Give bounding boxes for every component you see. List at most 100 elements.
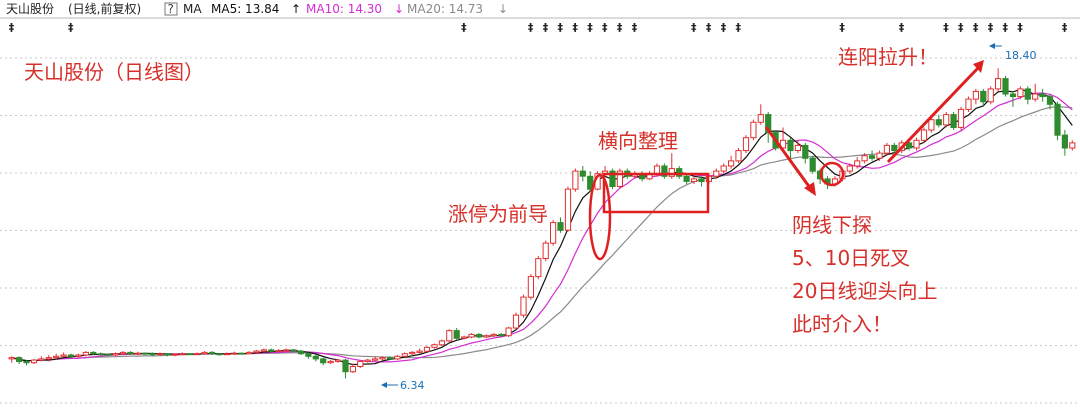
candle (935, 114, 942, 128)
event-marker-icon: ‡ (602, 21, 608, 34)
candle (512, 312, 520, 330)
candle (965, 96, 972, 112)
candle (238, 352, 245, 355)
candle (253, 349, 260, 354)
candle (75, 353, 82, 358)
candle (1046, 94, 1054, 110)
event-marker-icon: ‡ (632, 21, 638, 34)
drop-arrow-head-icon (804, 182, 816, 196)
limit-up-label: 涨停为前导 (448, 202, 548, 226)
candle (305, 352, 312, 359)
candle (891, 142, 898, 154)
event-marker-icon: ‡ (461, 21, 467, 34)
chart-title: 天山股份（日线图） (24, 60, 204, 84)
candle-body (290, 349, 297, 352)
candle-body (334, 359, 342, 362)
help-box[interactable] (164, 2, 178, 16)
ma10-arrow-icon: ↓ (394, 2, 404, 16)
candle (179, 352, 186, 356)
annotation-overlay: 天山股份（日线图） 涨停为前导 横向整理 连阳拉升！ 阴线下探 5、10日死叉 … (24, 43, 1037, 392)
candle (802, 142, 809, 164)
event-marker-icon: ‡ (706, 21, 712, 34)
candle (995, 68, 1002, 92)
candle-body (579, 170, 586, 177)
high-pointer-icon (989, 43, 995, 49)
candle-body (53, 355, 60, 359)
rally-label: 连阳拉升！ (838, 45, 938, 69)
candle-body (194, 353, 201, 356)
candle-body (735, 150, 742, 162)
candle (446, 329, 453, 343)
candle-body (245, 351, 253, 355)
candle-body (661, 165, 668, 177)
candle (156, 352, 164, 356)
candle (372, 356, 379, 362)
candle (268, 348, 275, 353)
candle-body (668, 168, 675, 177)
candle-body (238, 352, 245, 355)
candle (557, 217, 564, 233)
event-marker-icon: ‡ (1003, 21, 1009, 34)
candle-body (320, 358, 327, 364)
candle-body (23, 360, 30, 364)
candle-body (861, 155, 868, 162)
candle (8, 356, 15, 363)
candle (1024, 86, 1031, 105)
candle (943, 112, 950, 128)
candle-body (928, 119, 935, 131)
candle-body (683, 175, 690, 182)
candle-body (676, 168, 683, 177)
candle (334, 358, 342, 363)
candle-body (1046, 96, 1054, 105)
candle (646, 171, 653, 181)
candle-body (438, 340, 445, 346)
candle (97, 352, 104, 357)
event-marker-icon: ‡ (943, 21, 949, 34)
event-marker-icon: ‡ (1017, 21, 1023, 34)
event-marker-icon: ‡ (543, 21, 549, 34)
event-marker-icon: ‡ (839, 21, 845, 34)
candle (112, 352, 119, 357)
candle (30, 358, 38, 364)
candle (972, 88, 979, 105)
indicator-name[interactable]: MA (183, 2, 202, 16)
candle-body (564, 188, 572, 231)
candle-body (253, 350, 260, 353)
candle-body (728, 160, 735, 167)
candle (587, 171, 594, 192)
candle-body (364, 359, 371, 362)
chart-mode: (日线,前复权) (68, 1, 141, 16)
candle-body (16, 357, 23, 363)
candle-body (980, 90, 987, 103)
candle (527, 274, 534, 300)
candle-body (854, 160, 861, 167)
candle-body (45, 357, 52, 360)
candle-body (223, 353, 230, 356)
candle (498, 333, 505, 337)
candle-body (943, 114, 950, 126)
header-bar (0, 0, 1080, 18)
candle-body (423, 346, 431, 352)
event-marker-icon: ‡ (973, 21, 979, 34)
candle (876, 150, 883, 161)
ma20-rising-label: 20日线迎头向上 (792, 279, 937, 303)
candle-body (231, 352, 238, 355)
event-marker-icon: ‡ (721, 21, 727, 34)
candle (149, 352, 156, 357)
candle (379, 356, 386, 361)
candle (357, 360, 364, 368)
candle-body (794, 144, 801, 151)
event-marker-icon: ‡ (558, 21, 564, 34)
low-pointer-icon (381, 382, 387, 388)
candle-body (690, 178, 698, 182)
event-marker-icon: ‡ (68, 21, 74, 34)
candle-body (520, 296, 527, 316)
candle-body (119, 351, 127, 355)
candle (735, 148, 742, 164)
candle-body (868, 155, 876, 159)
candle (320, 357, 327, 366)
candle (119, 351, 127, 355)
candle (920, 127, 928, 143)
candle-body (461, 336, 468, 339)
candle-body (386, 357, 394, 360)
